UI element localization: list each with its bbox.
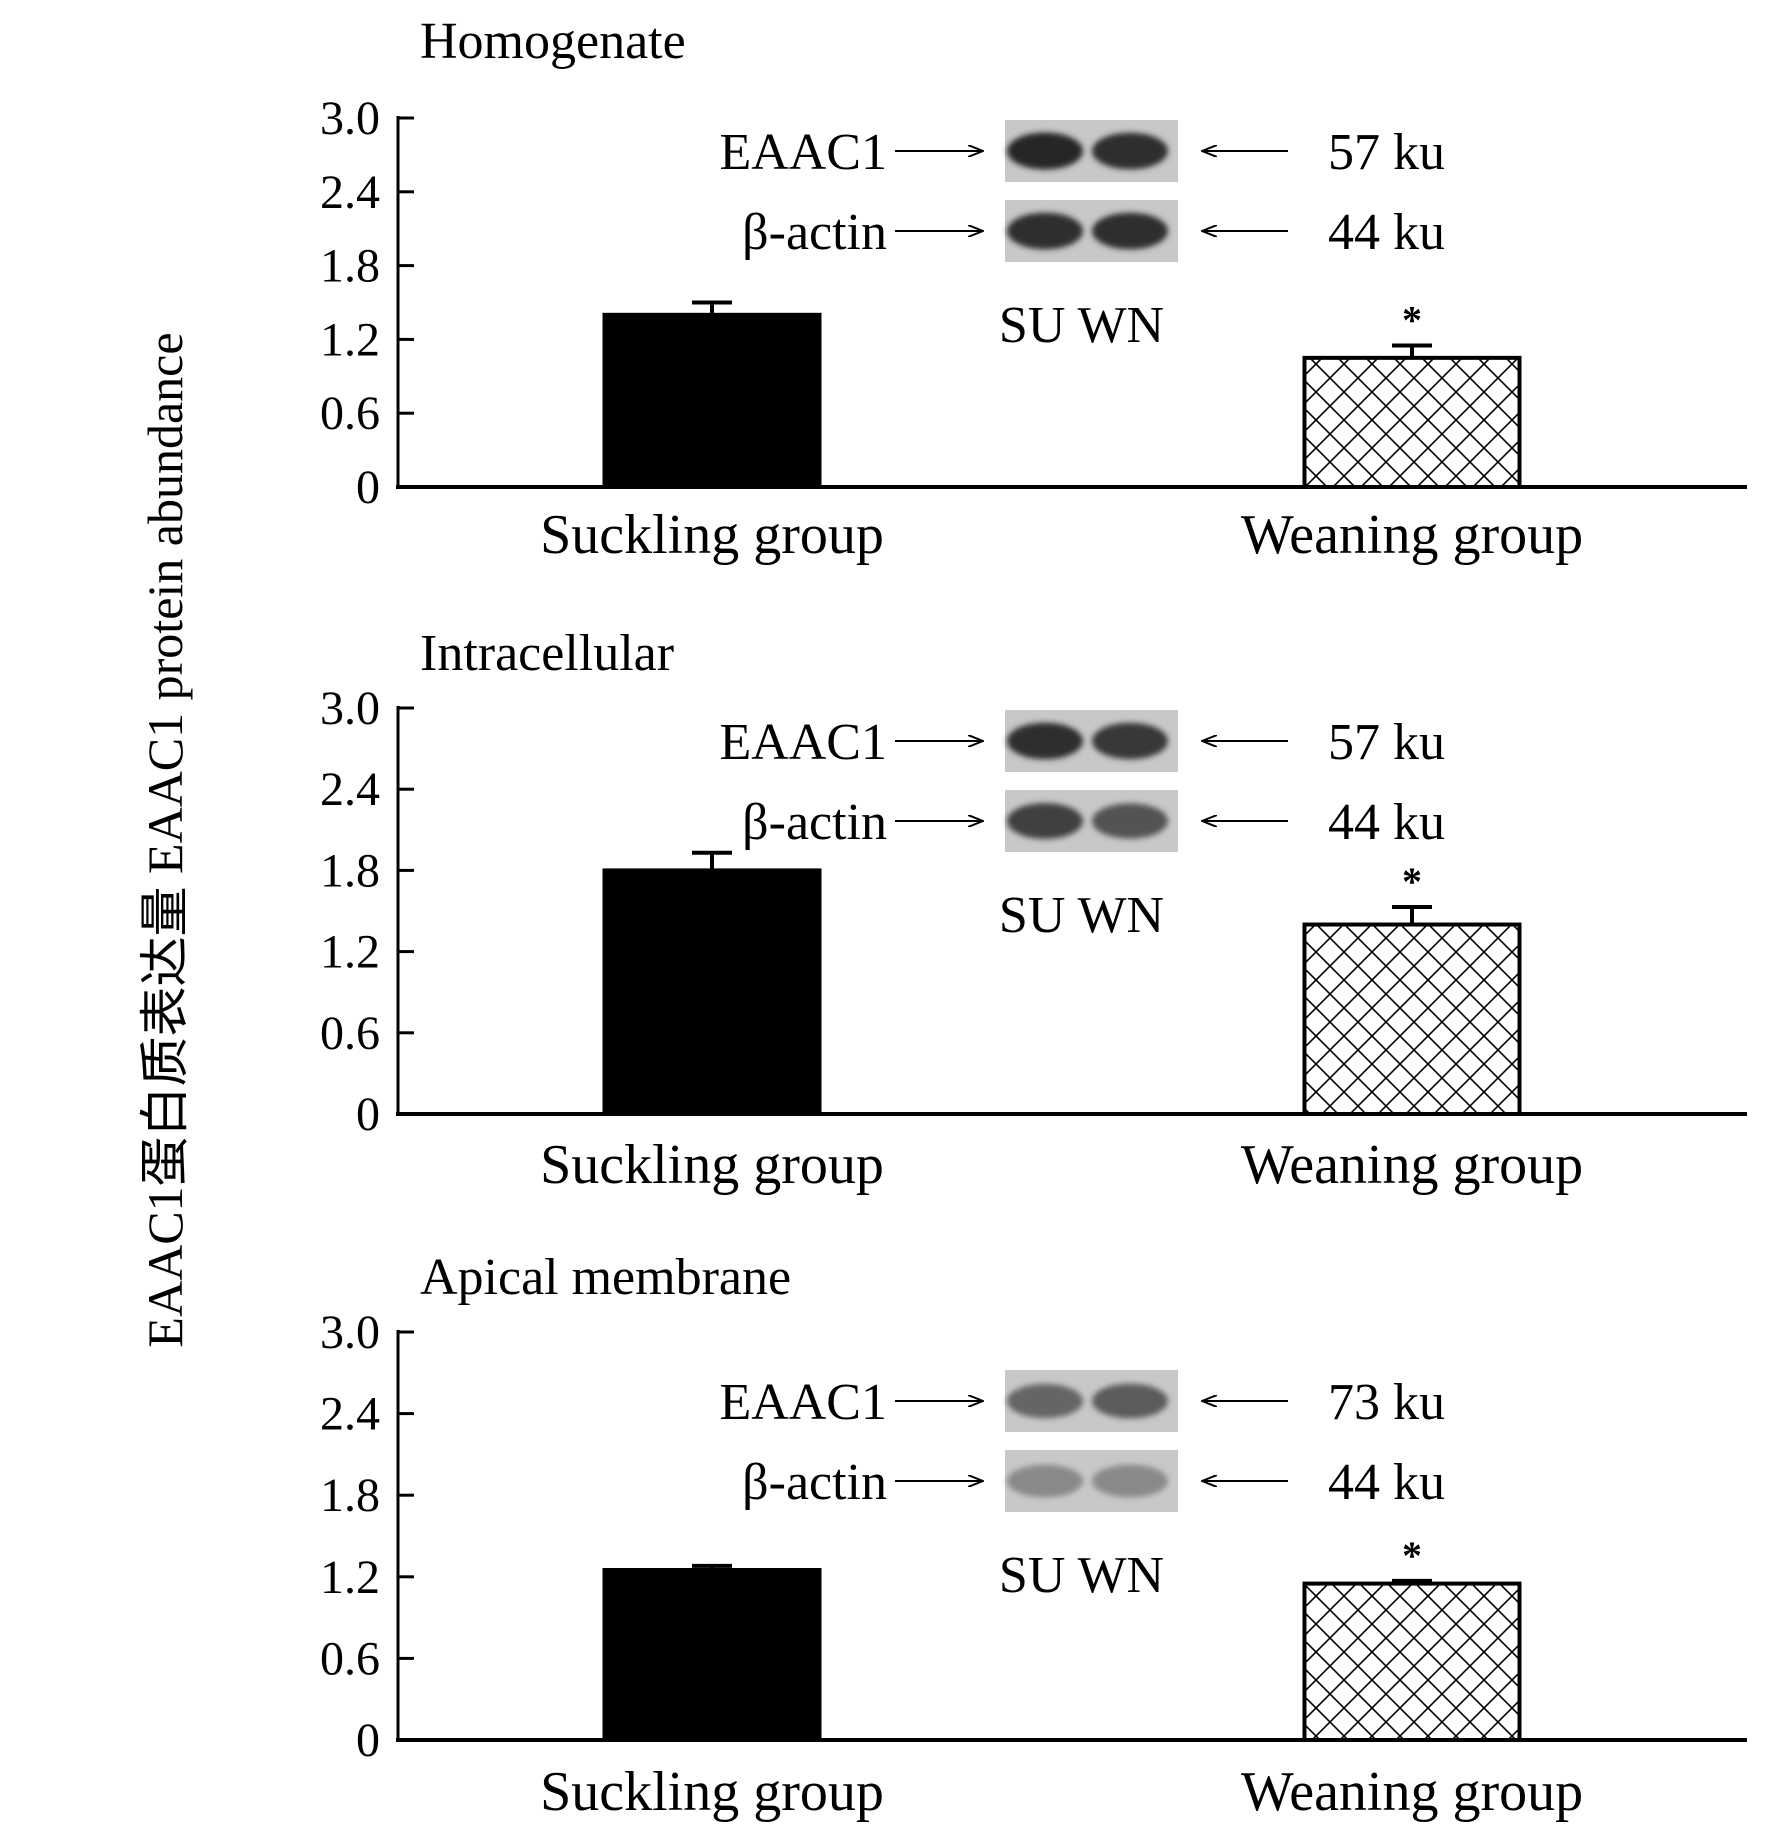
y-axis-label: EAAC1蛋白质表达量 EAAC1 protein abundance <box>137 332 193 1347</box>
category-label: Suckling group <box>540 1134 884 1196</box>
category-label: Weaning group <box>1241 1134 1583 1196</box>
blot-size-label: 44 ku <box>1328 794 1445 851</box>
panel-title: Intracellular <box>420 625 674 682</box>
y-tick-label: 3.0 <box>320 1306 380 1359</box>
y-tick-label: 1.2 <box>320 1551 380 1604</box>
bar-suckling <box>602 1568 822 1742</box>
blot-band <box>1092 1464 1168 1498</box>
blot-band <box>1092 1383 1168 1419</box>
blot-size-label: 73 ku <box>1328 1374 1445 1431</box>
blot-band <box>1007 803 1083 839</box>
bar-suckling <box>602 312 822 489</box>
blot-size-label: 44 ku <box>1328 1454 1445 1511</box>
bar-weaning <box>1302 1581 1522 1742</box>
y-tick-label: 2.4 <box>320 763 380 816</box>
blot-band <box>1007 132 1083 170</box>
blot-band <box>1007 212 1083 250</box>
bar-weaning <box>1302 355 1522 489</box>
blot-size-label: 57 ku <box>1328 124 1445 181</box>
panel-1: Homogenate 0 0.6 1.2 1.8 2.4 3.0 Suckling group… <box>320 13 1747 566</box>
y-tick-label: 2.4 <box>320 1388 380 1441</box>
blot-band <box>1092 803 1168 839</box>
blot-lane-labels: SU WN <box>999 297 1164 354</box>
blot-lane-labels: SU WN <box>999 887 1164 944</box>
blot-protein-label: β-actin <box>742 1454 887 1511</box>
panel-title: Homogenate <box>420 13 686 70</box>
y-tick-label: 0.6 <box>320 1007 380 1060</box>
significance-marker: * <box>1402 298 1422 343</box>
y-tick-label: 0 <box>356 1714 380 1767</box>
blot-band <box>1007 722 1083 760</box>
significance-marker: * <box>1402 859 1422 904</box>
category-label: Weaning group <box>1241 504 1583 566</box>
panels: Homogenate 0 0.6 1.2 1.8 2.4 3.0 Suckling group… <box>320 13 1747 1823</box>
blot-band <box>1007 1464 1083 1498</box>
western-blot-inset: EAAC1 73 ku β-actin 44 ku SU WN <box>719 1370 1445 1604</box>
panel-2: Intracellular 0 0.6 1.2 1.8 2.4 3.0 Suckling gr… <box>320 625 1747 1196</box>
y-tick-label: 1.8 <box>320 1469 380 1522</box>
blot-band <box>1092 722 1168 760</box>
blot-protein-label: EAAC1 <box>719 1374 887 1431</box>
blot-protein-label: EAAC1 <box>719 714 887 771</box>
bar-suckling <box>602 868 822 1117</box>
blot-band <box>1092 212 1168 250</box>
y-tick-label: 3.0 <box>320 682 380 735</box>
y-tick-label: 1.8 <box>320 240 380 293</box>
bar-weaning <box>1302 922 1522 1116</box>
y-tick-label: 0.6 <box>320 1632 380 1685</box>
significance-marker: * <box>1402 1533 1422 1578</box>
y-tick-label: 3.0 <box>320 92 380 145</box>
blot-protein-label: EAAC1 <box>719 124 887 181</box>
y-tick-label: 1.8 <box>320 844 380 897</box>
blot-size-label: 57 ku <box>1328 714 1445 771</box>
y-tick-label: 1.2 <box>320 926 380 979</box>
blot-lane-labels: SU WN <box>999 1547 1164 1604</box>
panel-title: Apical membrane <box>420 1249 791 1306</box>
y-tick-label: 0 <box>356 461 380 514</box>
blot-band <box>1007 1383 1083 1419</box>
blot-protein-label: β-actin <box>742 794 887 851</box>
panel-3: Apical membrane 0 0.6 1.2 1.8 2.4 3.0 Suckling … <box>320 1249 1747 1823</box>
western-blot-inset: EAAC1 57 ku β-actin 44 ku SU WN <box>719 120 1445 354</box>
y-tick-label: 1.2 <box>320 313 380 366</box>
category-label: Suckling group <box>540 1761 884 1823</box>
category-label: Suckling group <box>540 504 884 566</box>
y-tick-label: 0.6 <box>320 387 380 440</box>
western-blot-inset: EAAC1 57 ku β-actin 44 ku SU WN <box>719 710 1445 944</box>
y-tick-label: 2.4 <box>320 166 380 219</box>
blot-band <box>1092 132 1168 170</box>
y-tick-label: 0 <box>356 1088 380 1141</box>
category-label: Weaning group <box>1241 1761 1583 1823</box>
blot-protein-label: β-actin <box>742 204 887 261</box>
blot-size-label: 44 ku <box>1328 204 1445 261</box>
